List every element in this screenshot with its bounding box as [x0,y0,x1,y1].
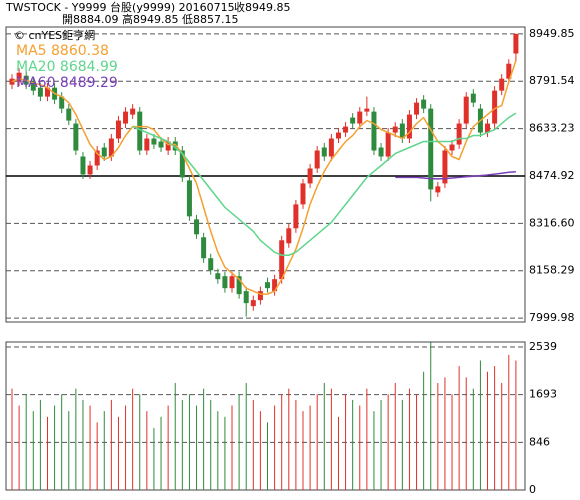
candle-body [80,156,86,175]
candle-body [406,114,412,139]
candle-body [456,123,462,145]
candle-body [137,111,143,151]
candle-body [385,132,391,157]
candle-body [229,276,235,289]
candle-body [158,141,164,148]
candle-body [250,300,256,307]
candle-body [435,186,441,193]
candle-body [371,111,377,151]
candle-body [378,147,384,157]
watermark: © cnYES鉅亨網 [14,28,95,42]
candle-body [307,168,313,184]
candle-body [265,282,270,289]
candle-body [492,90,498,124]
candle-body [243,291,249,304]
candle-body [179,150,185,178]
header-line1: TWSTOCK - Y9999 台股(y9999) 20160715 [5,0,235,14]
candle-body [186,180,192,217]
ma-line [132,112,517,256]
candle-body [272,279,278,292]
y-tick-label: 8791.54 [529,74,575,87]
candle-body [321,147,327,157]
header-close: 收8949.85 [234,0,291,14]
candle-body [506,63,512,79]
candle-body [350,117,356,124]
candle-body [194,219,200,235]
candle-body [201,237,207,259]
price-frame [5,26,526,323]
candle-body [101,147,107,157]
candle-body [130,108,136,115]
candle-body [428,108,434,190]
volume-frame [5,341,526,491]
ma-line [11,60,517,295]
candle-body [44,87,50,97]
candle-body [343,126,349,133]
candle-body [314,150,320,169]
candle-body [59,96,65,109]
y-tick-label: 8633.23 [529,122,575,135]
candle-body [87,165,93,175]
candle-body [328,138,334,157]
candle-body [222,276,228,289]
candle-body [208,258,214,271]
candle-body [108,138,114,157]
candle-body [37,87,43,97]
candle-body [94,150,100,166]
candle-body [165,141,171,151]
candle-body [414,102,420,115]
y-tick-label: 8949.85 [529,27,575,40]
candle-body [470,93,476,103]
candle-body [257,291,263,301]
y-tick-label: 7999.98 [529,311,575,324]
header-line2: 開8884.09 高8949.85 低8857.15 [62,12,238,26]
legend-label: MA20 8684.99 [16,59,118,75]
candle-body [300,183,306,205]
legend-label: MA60 8489.29 [16,75,118,91]
y-tick-label: 8316.60 [529,216,575,229]
candle-body [399,123,405,139]
y2-tick-label: 2539 [529,340,557,353]
candle-body [449,144,455,151]
legend-label: MA5 8860.38 [16,43,109,59]
y-tick-label: 8158.29 [529,264,575,277]
candle-body [421,99,427,109]
y2-tick-label: 846 [529,435,550,448]
candle-body [151,138,157,145]
candle-body [364,108,370,112]
candle-body [144,138,150,151]
candle-body [236,276,242,295]
candle-body [335,132,341,139]
ma-line [395,170,516,180]
candle-body [123,111,129,124]
y2-tick-label: 1693 [529,388,557,401]
candle-body [30,81,36,91]
candle-body [293,204,299,229]
y2-tick-label: 0 [529,483,536,496]
candle-body [499,78,505,91]
candle-body [66,108,72,121]
candle-body [172,141,178,151]
candle-body [392,126,398,133]
candle-body [442,150,448,184]
candle-body [115,120,121,139]
candle-body [513,33,519,54]
candle-body [485,123,491,133]
candle-body [357,111,363,124]
y-tick-label: 8474.92 [529,169,575,182]
candle-body [215,273,221,280]
candle-body [279,240,285,280]
candle-body [286,228,292,244]
candle-body [16,72,22,82]
candle-body [73,123,79,151]
candle-body [463,96,469,124]
